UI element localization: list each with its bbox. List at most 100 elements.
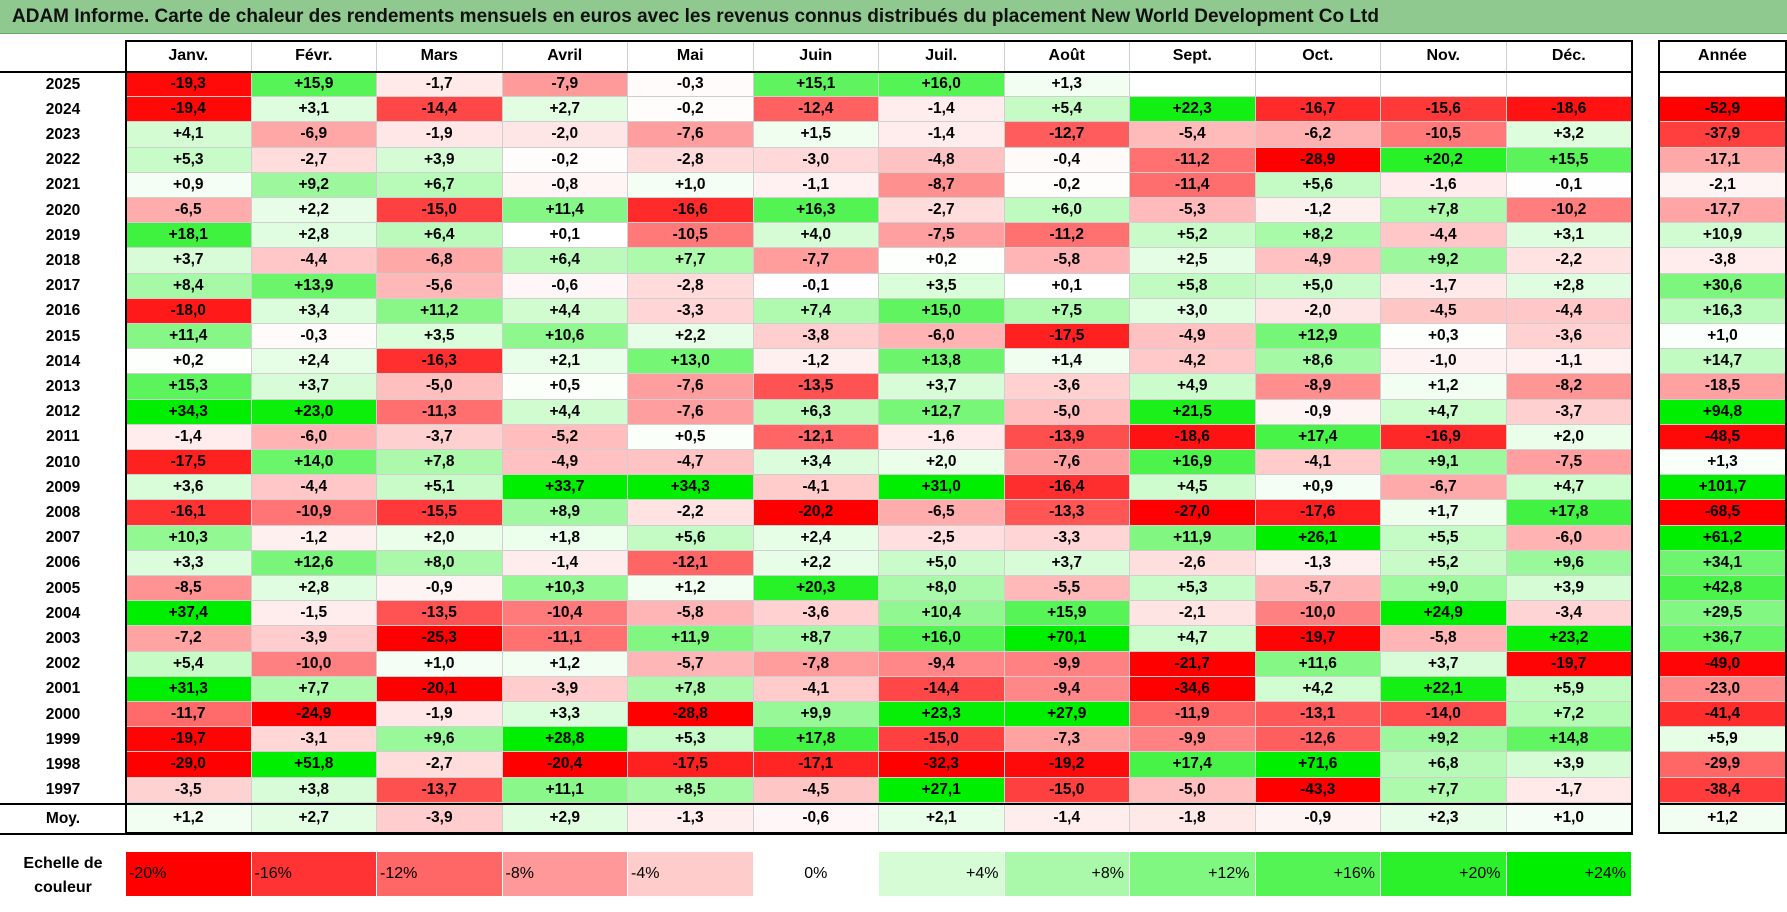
heatmap-cell: -1,9 <box>377 702 503 728</box>
annual-cell: +16,3 <box>1659 298 1787 324</box>
header-divider-annual <box>1659 71 1787 73</box>
month-header: Oct. <box>1255 40 1381 72</box>
heatmap-cell: -4,4 <box>1506 298 1632 324</box>
heatmap-cell: -5,8 <box>1381 626 1507 652</box>
heatmap-cell: -20,2 <box>753 500 879 526</box>
heatmap-cell: +31,3 <box>126 676 252 702</box>
heatmap-cell: +4,1 <box>126 122 252 148</box>
heatmap-cell: -5,3 <box>1130 198 1256 224</box>
year-label: 2018 <box>0 248 126 274</box>
year-label: 2007 <box>0 525 126 551</box>
heatmap-cell: -19,7 <box>1255 626 1381 652</box>
year-header: Année <box>1659 40 1787 72</box>
heatmap-cell: -15,5 <box>377 500 503 526</box>
annual-cell: -48,5 <box>1659 424 1787 450</box>
annual-cell: -18,5 <box>1659 374 1787 400</box>
heatmap-cell: +0,5 <box>628 424 754 450</box>
heatmap-cell: -0,1 <box>1506 172 1632 198</box>
year-label: 2017 <box>0 273 126 299</box>
heatmap-cell: -0,3 <box>251 324 377 350</box>
heatmap-cell: -20,1 <box>377 676 503 702</box>
heatmap-cell: +5,3 <box>1130 576 1256 602</box>
heatmap-cell: +8,7 <box>753 626 879 652</box>
heatmap-cell: +9,6 <box>1506 550 1632 576</box>
heatmap-cell: +9,2 <box>1381 727 1507 753</box>
page-title: ADAM Informe. Carte de chaleur des rende… <box>0 0 1787 34</box>
heatmap-cell: +3,5 <box>377 324 503 350</box>
heatmap-cell: -10,4 <box>502 601 628 627</box>
heatmap-cell: +10,6 <box>502 324 628 350</box>
heatmap-cell: -9,9 <box>1130 727 1256 753</box>
heatmap-cell: +4,7 <box>1381 399 1507 425</box>
heatmap-cell: -7,8 <box>753 651 879 677</box>
heatmap-cell: +0,9 <box>1255 475 1381 501</box>
heatmap-cell: -17,5 <box>126 450 252 476</box>
heatmap-cell: +0,5 <box>502 374 628 400</box>
heatmap-cell: -7,6 <box>628 399 754 425</box>
heatmap-cell: +2,0 <box>377 525 503 551</box>
heatmap-cell: -4,1 <box>753 475 879 501</box>
heatmap-cell: -3,0 <box>753 147 879 173</box>
heatmap-cell: +1,7 <box>1381 500 1507 526</box>
year-label: 2016 <box>0 298 126 324</box>
heatmap-cell: -0,1 <box>753 273 879 299</box>
month-header: Juin <box>753 40 879 72</box>
heatmap-cell: -12,6 <box>1255 727 1381 753</box>
heatmap-cell: -4,1 <box>753 676 879 702</box>
month-header: Juil. <box>879 40 1005 72</box>
heatmap-cell: +3,5 <box>879 273 1005 299</box>
heatmap-cell: -5,8 <box>1004 248 1130 274</box>
heatmap-cell: -2,2 <box>628 500 754 526</box>
heatmap-cell: +14,0 <box>251 450 377 476</box>
heatmap-cell: +8,4 <box>126 273 252 299</box>
heatmap-cell: -18,6 <box>1506 97 1632 123</box>
average-cell: +1,0 <box>1506 803 1632 834</box>
heatmap-cell: -11,7 <box>126 702 252 728</box>
heatmap-cell: -4,1 <box>1255 450 1381 476</box>
heatmap-cell: -12,1 <box>753 424 879 450</box>
heatmap-cell: +4,4 <box>502 399 628 425</box>
heatmap-cell: -0,2 <box>628 97 754 123</box>
year-label: 2021 <box>0 172 126 198</box>
heatmap-cell: -4,4 <box>251 248 377 274</box>
heatmap-cell: -16,6 <box>628 198 754 224</box>
heatmap-cell: +31,0 <box>879 475 1005 501</box>
heatmap-cell: +1,0 <box>377 651 503 677</box>
heatmap-cell: +7,7 <box>251 676 377 702</box>
heatmap-cell: -8,5 <box>126 576 252 602</box>
heatmap-cell: +5,1 <box>377 475 503 501</box>
annual-cell: +1,3 <box>1659 450 1787 476</box>
heatmap-cell: +4,4 <box>502 298 628 324</box>
heatmap-cell: -0,3 <box>628 72 754 98</box>
heatmap-cell: +2,7 <box>502 97 628 123</box>
heatmap-cell: +3,4 <box>753 450 879 476</box>
heatmap-cell: -5,0 <box>1130 777 1256 803</box>
heatmap-cell: +33,7 <box>502 475 628 501</box>
heatmap-cell: +10,3 <box>502 576 628 602</box>
heatmap-cell: +20,3 <box>753 576 879 602</box>
heatmap-cell: -0,2 <box>1004 172 1130 198</box>
annual-cell: +14,7 <box>1659 349 1787 375</box>
heatmap-cell: -1,7 <box>377 72 503 98</box>
heatmap-cell: +15,3 <box>126 374 252 400</box>
heatmap-cell: +1,3 <box>1004 72 1130 98</box>
heatmap-cell: -24,9 <box>251 702 377 728</box>
month-header: Nov. <box>1381 40 1507 72</box>
heatmap-cell: +15,9 <box>1004 601 1130 627</box>
heatmap-cell: -2,5 <box>879 525 1005 551</box>
heatmap-cell: +0,9 <box>126 172 252 198</box>
heatmap-cell: -15,0 <box>1004 777 1130 803</box>
scale-swatch: +4% <box>879 852 1005 896</box>
heatmap-cell: -5,5 <box>1004 576 1130 602</box>
heatmap-cell: -12,7 <box>1004 122 1130 148</box>
heatmap-cell: -5,4 <box>1130 122 1256 148</box>
heatmap-cell: -6,5 <box>126 198 252 224</box>
heatmap-cell: +5,2 <box>1130 223 1256 249</box>
heatmap-cell: +17,4 <box>1130 752 1256 778</box>
heatmap-cell: -5,7 <box>628 651 754 677</box>
heatmap-cell: -25,3 <box>377 626 503 652</box>
annual-cell: -37,9 <box>1659 122 1787 148</box>
year-label: 2025 <box>0 72 126 98</box>
heatmap-cell: -3,4 <box>1506 601 1632 627</box>
heatmap-cell: +21,5 <box>1130 399 1256 425</box>
